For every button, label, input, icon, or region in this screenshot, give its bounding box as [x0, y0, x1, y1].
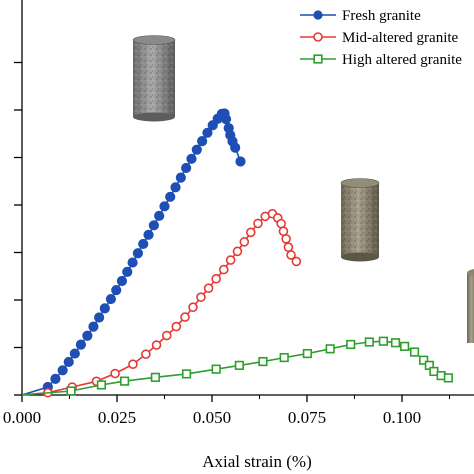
data-point	[180, 312, 190, 322]
data-point	[443, 373, 453, 383]
series-line	[21, 112, 242, 396]
legend-label: Fresh granite	[342, 8, 421, 24]
legend-marker	[313, 32, 323, 42]
data-point	[286, 250, 296, 260]
data-point	[154, 210, 165, 221]
data-point	[276, 218, 286, 229]
x-axis-ticks: 0.000 0.025 0.050 0.075 0.100	[3, 395, 450, 427]
data-point	[278, 226, 289, 237]
x-tick-label: 0.075	[288, 408, 326, 427]
data-point	[165, 191, 176, 202]
data-point	[197, 136, 208, 147]
data-point	[57, 365, 68, 376]
data-point	[161, 330, 172, 341]
data-point	[203, 283, 214, 294]
data-point	[390, 338, 401, 348]
data-point	[419, 355, 429, 365]
data-point	[283, 242, 294, 252]
legend: Fresh granite Mid-altered granite High alt…	[300, 8, 462, 68]
data-point	[120, 376, 130, 386]
data-point	[218, 264, 229, 275]
data-point	[175, 172, 186, 183]
data-point	[150, 372, 160, 382]
x-tick-label: 0.050	[193, 408, 231, 427]
data-point	[105, 293, 117, 305]
x-tick-label: 0.000	[3, 408, 41, 427]
y-axis-ticks	[14, 61, 22, 396]
x-axis-title: Axial strain (%)	[202, 452, 312, 471]
data-point	[88, 321, 99, 332]
data-point	[171, 321, 182, 332]
data-point	[50, 373, 61, 384]
legend-item: Mid-altered granite	[300, 30, 459, 46]
data-point	[116, 275, 128, 287]
data-point	[127, 257, 138, 268]
data-point	[409, 347, 420, 357]
data-point	[99, 303, 110, 314]
data-point	[170, 182, 181, 193]
data-point	[138, 238, 149, 250]
legend-marker	[313, 10, 323, 20]
data-point	[225, 255, 236, 265]
data-point	[378, 336, 388, 346]
data-point	[132, 248, 143, 259]
data-point	[302, 348, 312, 359]
x-tick-label: 0.100	[383, 408, 421, 427]
data-point	[245, 227, 256, 238]
data-point	[400, 341, 410, 351]
data-point	[111, 285, 122, 296]
data-point	[159, 201, 170, 212]
series-high-altered-granite	[21, 336, 453, 396]
data-point	[234, 360, 244, 370]
data-point	[253, 218, 263, 229]
data-point	[281, 234, 291, 244]
data-point	[181, 162, 192, 174]
data-point	[202, 127, 213, 138]
data-point	[232, 246, 243, 257]
data-point	[291, 256, 302, 267]
data-point	[258, 356, 268, 367]
data-point	[279, 352, 289, 363]
high-altered-granite-specimen-image	[467, 269, 474, 343]
fresh-granite-specimen-image	[132, 35, 176, 122]
data-point	[110, 368, 120, 379]
data-point	[211, 364, 221, 374]
data-point	[364, 337, 374, 347]
data-point	[196, 292, 206, 302]
legend-label: High altered granite	[342, 52, 462, 68]
legend-label: Mid-altered granite	[342, 30, 459, 46]
data-point	[143, 229, 154, 240]
data-point	[82, 330, 93, 341]
legend-item: Fresh granite	[300, 8, 421, 24]
mid-altered-granite-specimen-image	[340, 178, 380, 262]
data-point	[325, 344, 335, 354]
data-point	[191, 144, 202, 155]
data-point	[96, 380, 107, 390]
series-layer	[21, 108, 453, 398]
data-point	[69, 348, 80, 359]
data-point	[235, 156, 246, 167]
data-point	[211, 273, 221, 284]
data-point	[122, 266, 133, 277]
data-point	[75, 339, 87, 350]
data-point	[220, 114, 232, 125]
legend-marker	[313, 54, 323, 64]
data-point	[346, 339, 356, 350]
series-fresh-granite	[21, 108, 246, 396]
data-point	[66, 386, 76, 396]
data-point	[141, 349, 151, 359]
data-point	[239, 237, 250, 247]
data-point	[63, 356, 74, 368]
data-point	[128, 359, 138, 370]
data-point	[94, 312, 105, 323]
data-point	[230, 142, 241, 153]
data-point	[181, 369, 192, 379]
x-tick-label: 0.025	[98, 408, 136, 427]
data-point	[186, 153, 197, 164]
data-point	[148, 220, 159, 231]
legend-item: High altered granite	[300, 52, 462, 68]
data-point	[151, 340, 162, 350]
data-point	[188, 302, 198, 313]
